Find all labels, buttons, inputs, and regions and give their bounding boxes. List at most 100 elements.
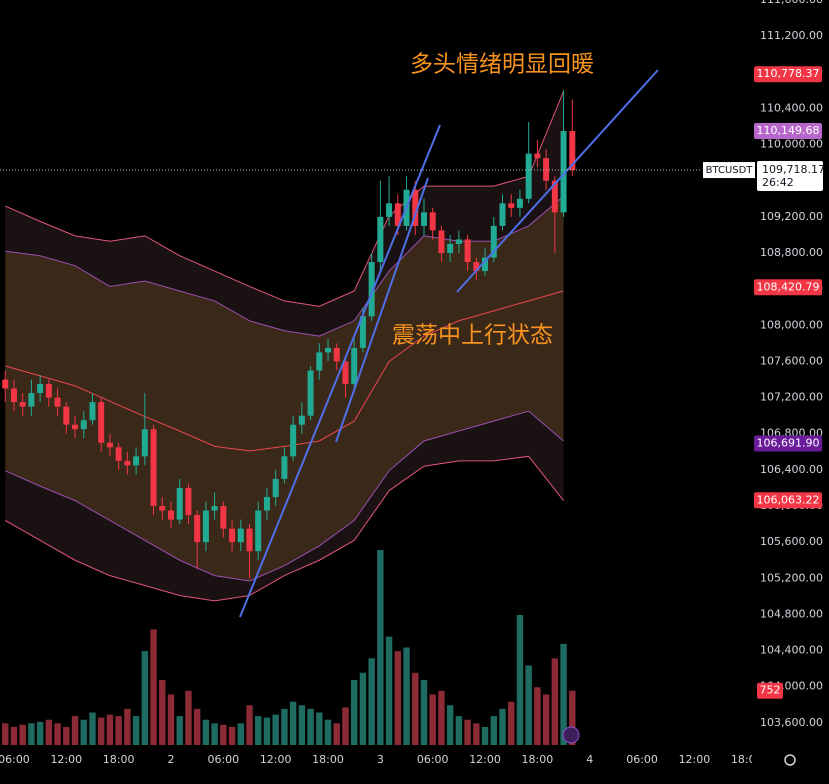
volume-bar [542, 694, 550, 745]
volume-bar [446, 705, 454, 745]
volume-bar [403, 647, 410, 745]
candle-body [377, 216, 384, 263]
volume-bar [185, 690, 192, 745]
x-tick-label: 06:00 [626, 753, 658, 766]
candle-body [141, 429, 148, 457]
volume-bar [80, 719, 87, 745]
candle-body [298, 415, 305, 425]
trend-line [335, 177, 429, 443]
trend-line [239, 124, 441, 618]
volume-bar [115, 716, 122, 745]
volume-bar [455, 716, 463, 745]
candle-body [490, 225, 497, 258]
candle-body [455, 239, 462, 244]
x-tick-label: 18:00 [731, 753, 763, 766]
y-tick-label: 110,400.00 [760, 101, 823, 114]
candle-body [106, 442, 113, 448]
volume-bar [350, 680, 358, 745]
price-tag-label: 106,063.22 [757, 493, 820, 506]
y-tick-label: 108,000.00 [760, 318, 823, 331]
volume-bar [420, 680, 428, 745]
candle-body [272, 478, 279, 497]
x-tick-label: 12:00 [469, 753, 501, 766]
volume-bar [167, 694, 175, 745]
candle-body [89, 402, 96, 421]
volume-tag-box [757, 682, 783, 699]
volume-bar [272, 714, 279, 745]
candle-body [263, 496, 270, 511]
volume-bar [54, 723, 61, 745]
candle-body [386, 203, 393, 217]
candle-body [281, 456, 288, 479]
x-tick-label: 06:00 [207, 753, 239, 766]
volume-bar [429, 694, 436, 745]
candle-body [115, 447, 122, 461]
volume-bar [2, 723, 9, 745]
candle-body [368, 262, 375, 317]
candle-body [508, 203, 515, 208]
volume-bar [464, 719, 471, 745]
volume-bar [342, 707, 349, 745]
volume-bar [560, 643, 567, 745]
candle-body [516, 198, 523, 208]
settings-icon[interactable] [784, 754, 796, 766]
candle-body [246, 528, 253, 552]
candle-body [202, 510, 209, 543]
candle-body [499, 203, 506, 226]
y-tick-label: 103,600.00 [760, 716, 823, 729]
candle-body [412, 189, 419, 226]
volume-bar [481, 726, 489, 745]
candle-body [534, 153, 541, 159]
x-tick-label: 12:00 [679, 753, 711, 766]
x-tick-label: 18:00 [103, 753, 135, 766]
candle-body [185, 487, 192, 516]
annotation: 多头情绪明显回暖 [410, 52, 594, 78]
price-axis: 103,600.00104,000.00104,400.00104,800.00… [703, 0, 825, 766]
volume-bar [106, 714, 114, 745]
candle-body [150, 429, 157, 507]
symbol-label: BTCUSDT [706, 165, 754, 176]
symbol-box [703, 162, 755, 179]
volume-bar [324, 719, 332, 745]
band-line [4, 455, 564, 602]
price-tag-box [754, 492, 822, 509]
volume-bar [89, 712, 96, 745]
volume-bar [525, 665, 532, 745]
candle-body [229, 528, 236, 543]
volume-bar [307, 708, 314, 745]
candle-body [307, 370, 314, 416]
candle-body [560, 131, 567, 213]
volume-bar [281, 708, 288, 745]
volume-bar [263, 717, 271, 745]
y-tick-label: 110,000.00 [760, 138, 823, 151]
candle-body [10, 388, 17, 403]
volume-bar [45, 719, 53, 745]
volume-bar [298, 705, 306, 745]
price-tag-label: 106,691.90 [757, 437, 820, 450]
candle-body [72, 424, 79, 430]
volume-bar [36, 721, 44, 745]
countdown-label: 26:42 [762, 176, 794, 189]
candle-body [19, 402, 26, 407]
annotation: 震荡中上行状态 [392, 323, 553, 349]
y-tick-label: 105,200.00 [760, 571, 823, 584]
candle-body [220, 506, 227, 529]
candle-body [325, 347, 332, 353]
price-tag-box [754, 435, 822, 452]
x-tick-label: 4 [586, 753, 593, 766]
candle-body [551, 180, 558, 213]
volume-bar [63, 726, 70, 745]
candle-body [124, 460, 131, 466]
candle-body [342, 361, 349, 385]
volume-bar [499, 708, 506, 745]
candle-body [255, 510, 262, 552]
price-tag-label: 110,778.37 [757, 67, 820, 80]
candle-body [37, 384, 44, 394]
volume-bar [19, 724, 26, 745]
x-tick-label: 12:00 [50, 753, 82, 766]
volume-bar [394, 651, 402, 745]
candle-body [54, 397, 61, 407]
y-tick-label: 106,400.00 [760, 463, 823, 476]
volume-bar [159, 680, 166, 745]
band-fill [5, 91, 564, 337]
